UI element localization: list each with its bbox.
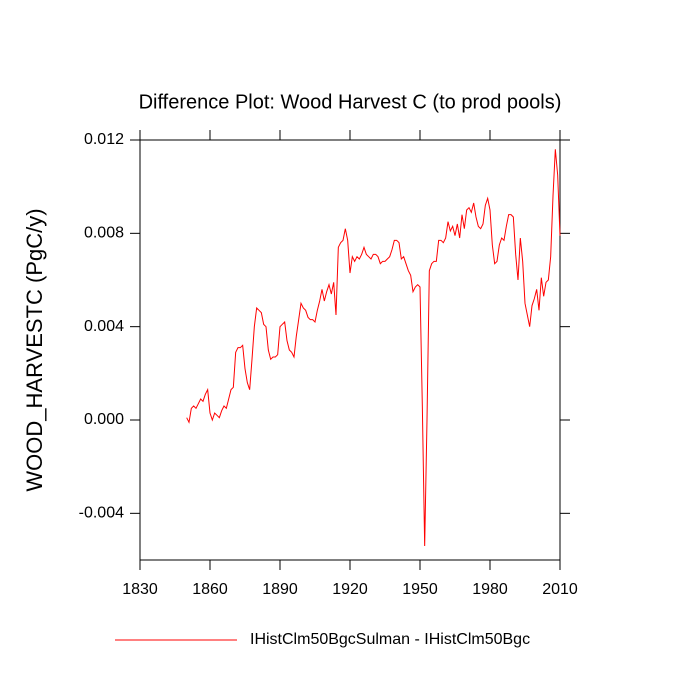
data-line	[186, 149, 561, 547]
x-tick-label: 1830	[122, 581, 158, 598]
x-tick-label: 1890	[262, 581, 298, 598]
y-tick-label: 0.000	[84, 411, 124, 428]
legend-label: IHistClm50BgcSulman - IHistClm50Bgc	[250, 631, 530, 648]
x-tick-label: 1920	[332, 581, 368, 598]
y-tick-label: -0.004	[79, 505, 124, 522]
chart-title: Difference Plot: Wood Harvest C (to prod…	[139, 91, 562, 113]
x-tick-label: 1980	[472, 581, 508, 598]
x-tick-label: 1860	[192, 581, 228, 598]
plot-frame	[139, 139, 561, 561]
y-tick-label: 0.004	[84, 318, 124, 335]
x-tick-label: 2010	[542, 581, 578, 598]
y-tick-label: 0.008	[84, 225, 124, 242]
y-tick-label: 0.012	[84, 131, 124, 148]
x-tick-label: 1950	[402, 581, 438, 598]
y-axis-label: WOOD_HARVESTC (PgC/y)	[22, 208, 47, 491]
